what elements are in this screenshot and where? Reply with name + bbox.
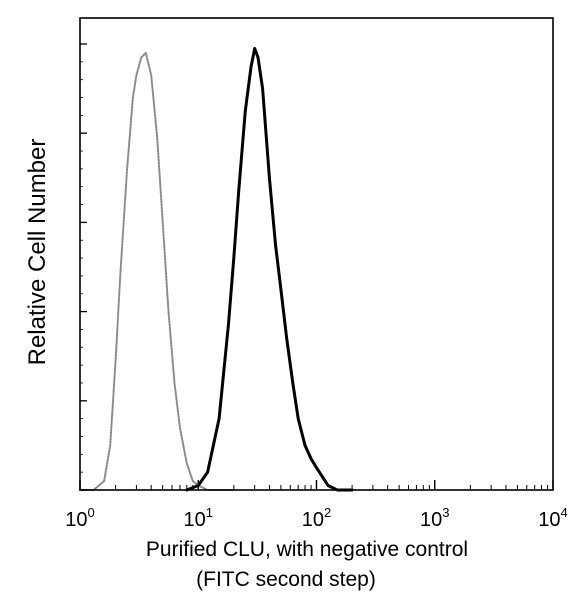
plot-frame xyxy=(79,17,554,491)
x-tick-label: 101 xyxy=(184,505,213,531)
series-layer xyxy=(79,47,354,492)
x-tick-label: 104 xyxy=(538,505,567,531)
x-tick-label: 103 xyxy=(420,505,449,531)
clu-histogram-line xyxy=(185,47,354,492)
y-axis-title: Relative Cell Number xyxy=(24,139,51,366)
x-tick-label: 102 xyxy=(302,505,331,531)
plot-border xyxy=(79,17,554,491)
x-tick-label: 100 xyxy=(65,505,94,531)
x-axis-title-line2: (FITC second step) xyxy=(196,568,376,591)
control-histogram-line xyxy=(79,51,235,491)
x-axis-title: Purified CLU, with negative control xyxy=(146,538,468,561)
tick-layer: 100 101 102 103 104 xyxy=(65,43,568,531)
